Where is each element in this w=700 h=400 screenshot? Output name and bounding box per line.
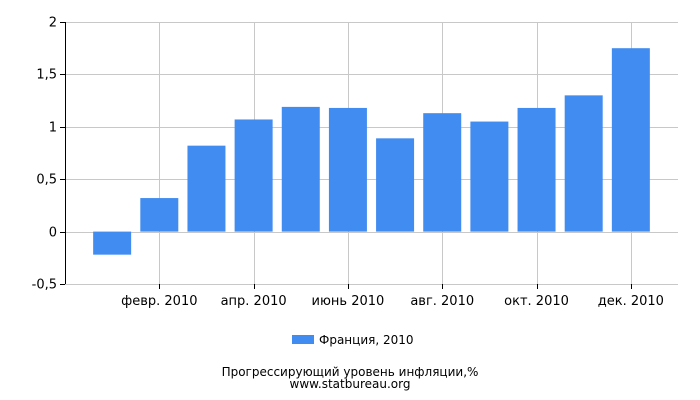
bar [423,113,462,232]
bar [187,145,226,232]
legend-swatch [292,335,314,344]
x-tick-label: февр. 2010 [121,294,197,309]
legend-label: Франция, 2010 [319,333,414,347]
bar [470,121,509,232]
x-tick-label: дек. 2010 [598,294,664,309]
source-url: www.statbureau.org [290,377,411,391]
y-tick-label: 1 [49,121,57,136]
x-tick-label: окт. 2010 [504,294,569,309]
legend: Франция, 2010 [292,333,414,347]
x-tick-labels: февр. 2010 апр. 2010 июнь 2010 авг. 2010 окт… [121,294,664,309]
bar [140,198,179,232]
chart-caption: Прогрессирующий уровень инфляции,% [222,365,479,379]
axes [60,22,632,289]
y-tick-label: -0,5 [32,278,57,293]
y-tick-label: 0,5 [36,173,57,188]
y-tick-label: 1,5 [36,68,57,83]
y-tick-label: 0 [49,226,57,241]
bar [564,95,603,232]
bar [611,48,650,232]
x-tick-label: авг. 2010 [410,294,474,309]
bar [93,231,132,255]
x-tick-label: июнь 2010 [312,294,385,309]
bar [517,107,556,232]
x-tick-label: апр. 2010 [221,294,287,309]
bar [376,138,415,232]
bar [281,106,320,232]
y-tick-label: 2 [49,16,57,31]
bar [328,107,367,232]
bar [234,119,273,232]
y-tick-labels: -0,5 0 0,5 1 1,5 2 [32,16,57,293]
bars [93,48,650,255]
